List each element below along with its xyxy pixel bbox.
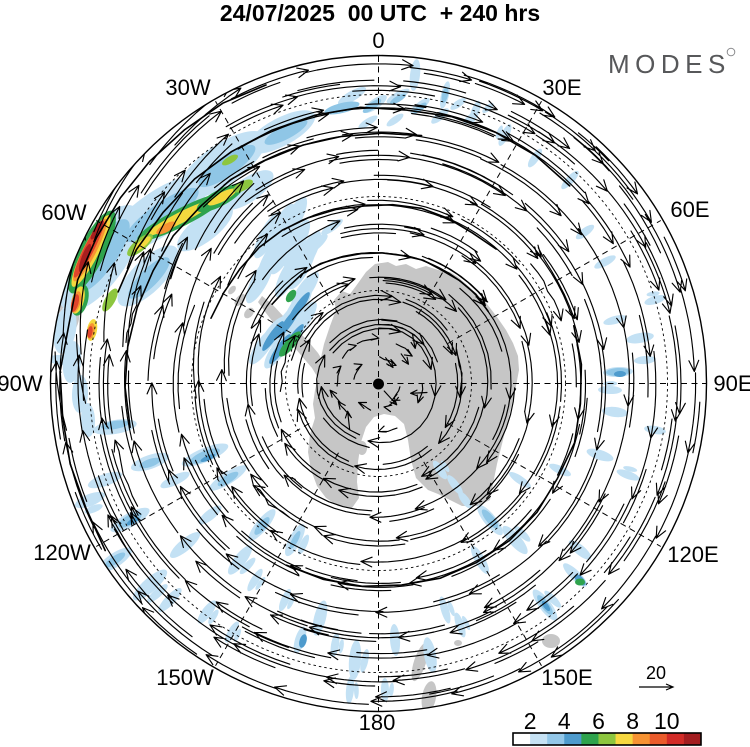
svg-text:180: 180 (359, 710, 396, 735)
svg-text:60W: 60W (41, 200, 86, 225)
svg-text:2: 2 (524, 708, 537, 734)
svg-text:20: 20 (646, 663, 666, 683)
svg-text:MODES: MODES (608, 49, 731, 79)
svg-text:30E: 30E (542, 75, 581, 100)
svg-text:120E: 120E (667, 542, 718, 567)
svg-text:150W: 150W (156, 665, 214, 690)
svg-text:90E: 90E (713, 371, 750, 396)
svg-text:10: 10 (654, 708, 680, 734)
svg-text:60E: 60E (670, 197, 709, 222)
svg-text:0: 0 (372, 28, 384, 53)
svg-text:8: 8 (626, 708, 639, 734)
svg-text:150E: 150E (541, 665, 592, 690)
svg-text:4: 4 (558, 708, 571, 734)
svg-text:24/07/2025 00 UTC + 240 hrs: 24/07/2025 00 UTC + 240 hrs (220, 0, 540, 26)
svg-text:90W: 90W (0, 371, 43, 396)
svg-text:30W: 30W (165, 75, 210, 100)
svg-text:120W: 120W (33, 540, 91, 565)
svg-text:6: 6 (592, 708, 605, 734)
